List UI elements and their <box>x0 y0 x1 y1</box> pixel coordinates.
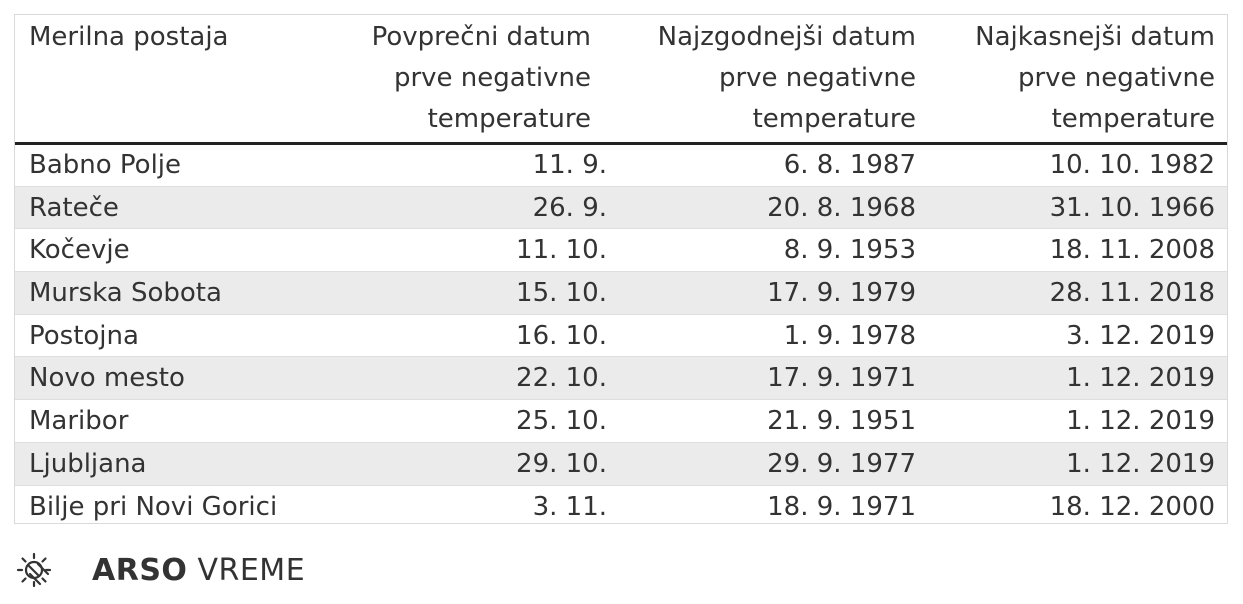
cell-station: Rateče <box>15 186 315 230</box>
cell-station: Kočevje <box>15 228 315 273</box>
header-earliest-date: Najzgodnejši datum prve negativne temper… <box>621 15 930 145</box>
table-row: Bilje pri Novi Gorici 3. 11. 18. 9. 1971 18… <box>15 485 1227 523</box>
cell-earliest-date: 29. 9. 1977 <box>621 442 930 486</box>
cell-earliest-date: 17. 9. 1971 <box>621 356 930 401</box>
cell-earliest-date: 8. 9. 1953 <box>621 228 930 273</box>
table-row: Maribor 25. 10. 21. 9. 1951 1. 12. 2019 <box>15 399 1227 443</box>
cell-station: Bilje pri Novi Gorici <box>29 491 278 522</box>
cell-latest-date: 1. 12. 2019 <box>930 442 1227 486</box>
header-average-date: Povprečni datum prve negativne temperatu… <box>315 15 621 145</box>
data-table-container: Merilna postaja Povprečni datum prve neg… <box>14 14 1228 524</box>
cell-station: Postojna <box>15 314 315 358</box>
cell-latest-date: 3. 12. 2019 <box>930 314 1227 358</box>
cell-station: Ljubljana <box>15 442 315 486</box>
table-row: Rateče 26. 9. 20. 8. 1968 31. 10. 1966 <box>15 186 1227 230</box>
brand-bold: ARSO <box>92 552 188 588</box>
table-row: Kočevje 11. 10. 8. 9. 1953 18. 11. 2008 <box>15 228 1227 273</box>
cell-average-date: 11. 9. <box>315 143 621 187</box>
cell-latest-date: 31. 10. 1966 <box>930 186 1227 230</box>
table-row: Babno Polje 11. 9. 6. 8. 1987 10. 10. 1982 <box>15 143 1227 187</box>
header-latest-date: Najkasnejši datum prve negativne tempera… <box>930 15 1227 145</box>
cell-average-date: 26. 9. <box>315 186 621 230</box>
cell-average-date: 16. 10. <box>315 314 621 358</box>
footer-branding: ARSO VREME <box>16 548 305 592</box>
cell-latest-date: 18. 11. 2008 <box>930 228 1227 273</box>
cell-average-date: 3. 11. <box>532 491 607 522</box>
cell-station: Novo mesto <box>15 356 315 401</box>
table-row: Postojna 16. 10. 1. 9. 1978 3. 12. 2019 <box>15 314 1227 358</box>
table-row: Novo mesto 22. 10. 17. 9. 1971 1. 12. 2019 <box>15 356 1227 401</box>
table-body: Babno Polje 11. 9. 6. 8. 1987 10. 10. 1982 R… <box>15 143 1227 524</box>
cell-latest-date: 1. 12. 2019 <box>930 356 1227 401</box>
cell-earliest-date: 17. 9. 1979 <box>621 271 930 315</box>
cell-average-date: 29. 10. <box>315 442 621 486</box>
table-header: Merilna postaja Povprečni datum prve neg… <box>15 15 1227 145</box>
cell-average-date: 11. 10. <box>315 228 621 273</box>
cell-earliest-date: 18. 9. 1971 <box>767 491 916 522</box>
cell-earliest-date: 1. 9. 1978 <box>621 314 930 358</box>
table-row: Ljubljana 29. 10. 29. 9. 1977 1. 12. 2019 <box>15 442 1227 486</box>
cell-average-date: 15. 10. <box>315 271 621 315</box>
cell-station: Maribor <box>15 399 315 443</box>
brand-name: ARSO VREME <box>92 553 305 588</box>
frost-dates-table: Merilna postaja Povprečni datum prve neg… <box>15 15 1227 524</box>
weather-sun-icon <box>16 552 52 588</box>
cell-latest-date: 18. 12. 2000 <box>1049 491 1215 522</box>
cell-latest-date: 10. 10. 1982 <box>930 143 1227 187</box>
cell-latest-date: 28. 11. 2018 <box>930 271 1227 315</box>
cell-average-date: 25. 10. <box>315 399 621 443</box>
cell-station: Murska Sobota <box>15 271 315 315</box>
cell-earliest-date: 6. 8. 1987 <box>621 143 930 187</box>
header-station: Merilna postaja <box>15 15 315 145</box>
cell-station: Babno Polje <box>15 143 315 187</box>
cell-earliest-date: 21. 9. 1951 <box>621 399 930 443</box>
header-row: Merilna postaja Povprečni datum prve neg… <box>15 15 1227 145</box>
cell-average-date: 22. 10. <box>315 356 621 401</box>
cell-latest-date: 1. 12. 2019 <box>930 399 1227 443</box>
cell-earliest-date: 20. 8. 1968 <box>621 186 930 230</box>
brand-light: VREME <box>197 552 306 588</box>
table-row: Murska Sobota 15. 10. 17. 9. 1979 28. 11. 2… <box>15 271 1227 315</box>
